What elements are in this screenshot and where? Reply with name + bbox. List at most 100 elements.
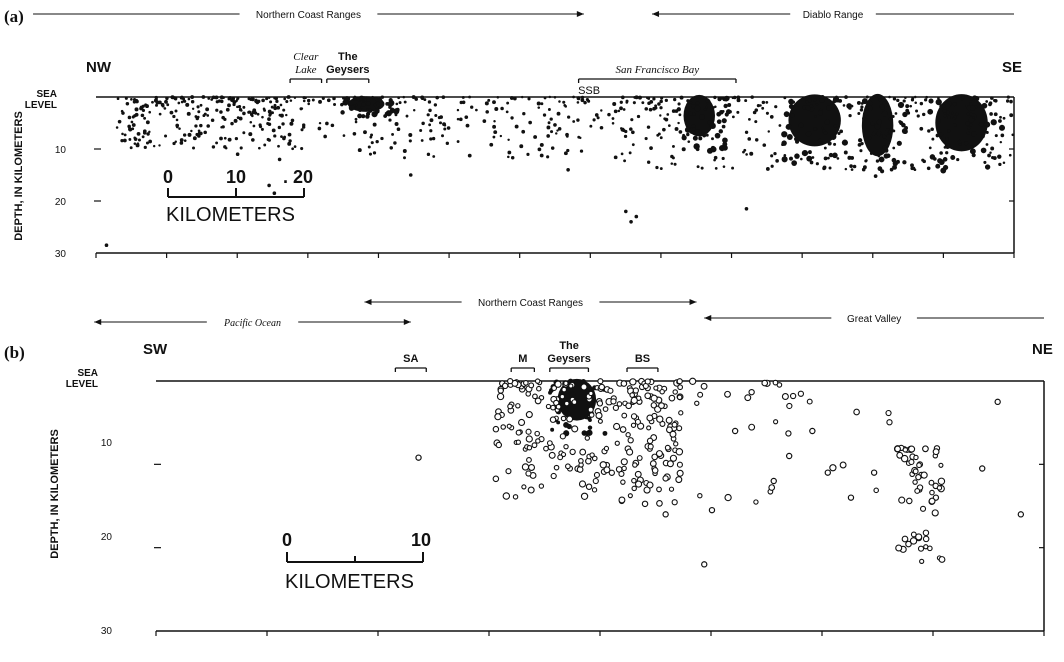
hypocenter [151, 100, 154, 104]
cluster-hypocenter [981, 102, 988, 109]
hypocenter [912, 468, 919, 475]
cluster-hypocenter [563, 409, 568, 414]
hypocenter [287, 141, 292, 146]
hypocenter [847, 494, 855, 501]
hypocenter [628, 151, 632, 155]
cluster-hypocenter [714, 132, 721, 139]
hypocenter [871, 131, 876, 136]
hypocenter [873, 96, 876, 99]
hypocenter [566, 148, 570, 153]
hypocenter [267, 183, 271, 188]
range-arrow-diablo-range: Diablo Range [652, 10, 1014, 21]
feature-label: The [338, 51, 358, 63]
hypocenter [443, 127, 447, 131]
hypocenter [917, 545, 925, 552]
hypocenter [354, 117, 358, 121]
hypocenter [494, 413, 502, 421]
hypocenter [394, 122, 399, 127]
hypocenter [634, 480, 643, 488]
hypocenter [269, 100, 273, 104]
cluster-hypocenter [395, 107, 400, 112]
hypocenter [722, 165, 726, 168]
cluster-hypocenter [824, 119, 830, 126]
cluster-hypocenter [856, 100, 861, 105]
hypocenter [911, 166, 916, 171]
hypocenter [621, 465, 627, 472]
hypocenter [248, 132, 253, 137]
cluster-hypocenter [374, 108, 380, 114]
cluster-hypocenter [724, 112, 729, 117]
hypocenter [832, 99, 837, 104]
hypocenter [227, 137, 232, 142]
hypocenter [914, 488, 921, 494]
range-arrow-great-valley: Great Valley [704, 314, 1044, 325]
hypocenter [678, 410, 684, 416]
hypocenter [155, 103, 158, 107]
hypocenter [629, 392, 636, 398]
hypocenter [1002, 161, 1006, 164]
hypocenter [288, 133, 291, 136]
cluster-hypocenter [723, 103, 728, 109]
hypocenter [378, 98, 383, 103]
hypocenter [778, 124, 782, 127]
hypocenter [920, 471, 928, 479]
hypocenter [668, 394, 676, 402]
hypocenter [939, 132, 944, 137]
hypocenter [236, 116, 240, 120]
hypocenter [713, 155, 718, 160]
hypocenter [174, 140, 177, 143]
hypocenter [185, 102, 190, 107]
hypocenter [203, 130, 207, 135]
hypocenter [698, 129, 702, 134]
hypocenter [713, 95, 717, 100]
hypocenter [495, 441, 503, 449]
hypocenter [580, 98, 585, 103]
hypocenter [456, 117, 460, 121]
hypocenter [686, 132, 690, 137]
hypocenter [497, 387, 504, 394]
feature-label: SA [403, 353, 418, 365]
hypocenter [767, 130, 771, 133]
hypocenter [197, 131, 201, 135]
cluster-hypocenter [969, 105, 976, 111]
hypocenter [649, 99, 654, 104]
hypocenter [370, 133, 374, 137]
feature-bs: BS [626, 353, 659, 372]
hypocenter [999, 115, 1002, 119]
hypocenter [877, 95, 882, 99]
hypocenter [770, 164, 774, 168]
hypocenter [616, 401, 623, 407]
hypocenter [227, 103, 231, 108]
hypocenter [646, 425, 652, 431]
hypocenter [908, 458, 915, 466]
hypocenter [431, 136, 436, 141]
hypocenter [484, 101, 489, 106]
hypocenter [989, 112, 993, 116]
hypocenter [684, 119, 688, 123]
hypocenter [657, 132, 661, 136]
hypocenter [770, 477, 777, 485]
hypocenter [414, 97, 418, 101]
hypocenter [1009, 113, 1014, 118]
cluster-hypocenter [794, 153, 800, 159]
panel-b-scale-bar: 0 10 KILOMETERS [282, 530, 431, 593]
hypocenter [939, 162, 943, 165]
hypocenter [141, 108, 146, 113]
cluster-hypocenter [963, 141, 969, 146]
hypocenter [652, 106, 656, 111]
hypocenter [526, 444, 533, 451]
hypocenter [659, 99, 663, 104]
hypocenter [744, 130, 749, 134]
hypocenter [234, 136, 239, 141]
hypocenter [603, 466, 611, 474]
hypocenter [596, 400, 604, 407]
cluster-hypocenter [889, 167, 894, 172]
range-arrowhead-right [576, 11, 584, 17]
hypocenter [437, 116, 441, 120]
hypocenter [456, 140, 460, 143]
hypocenter [593, 471, 600, 478]
cluster-hypocenter [698, 136, 703, 141]
hypocenter [543, 96, 547, 100]
hypocenter [815, 102, 819, 106]
hypocenter [676, 469, 684, 477]
